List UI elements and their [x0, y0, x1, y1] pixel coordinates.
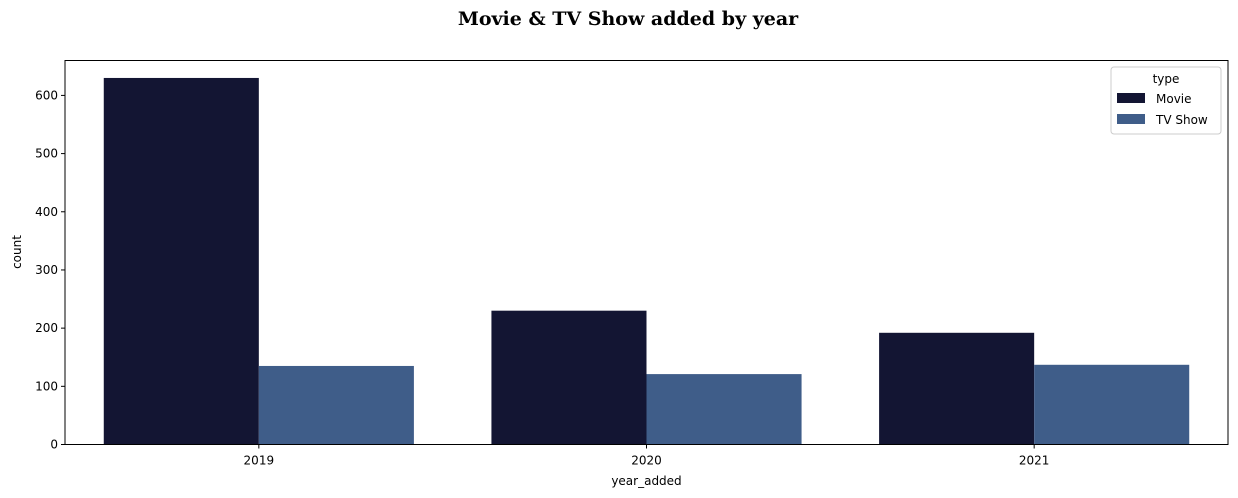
legend-swatch-tv-show — [1117, 114, 1145, 124]
bar-movie-2021 — [879, 332, 1035, 445]
x-tick-label: 2021 — [1019, 454, 1050, 468]
legend-label-tv-show: TV Show — [1155, 113, 1208, 127]
y-tick-label: 300 — [35, 263, 58, 277]
y-tick-label: 0 — [50, 438, 58, 452]
x-axis-label: year_added — [611, 474, 681, 488]
y-axis: 0 100 200 300 400 500 600 — [35, 88, 65, 452]
y-tick-label: 100 — [35, 379, 58, 393]
legend-swatch-movie — [1117, 93, 1145, 103]
x-tick-label: 2020 — [631, 454, 662, 468]
y-tick-label: 500 — [35, 147, 58, 161]
x-axis: 2019 2020 2021 — [244, 444, 1050, 468]
bar-tv-show-2019 — [258, 365, 414, 445]
legend: type Movie TV Show — [1110, 66, 1222, 135]
chart-title: Movie & TV Show added by year — [458, 8, 799, 30]
y-tick-label: 200 — [35, 321, 58, 335]
y-tick-label: 600 — [35, 88, 58, 102]
y-axis-label: count — [10, 235, 24, 269]
y-tick-label: 400 — [35, 205, 58, 219]
bar-movie-2019 — [103, 77, 259, 445]
bar-movie-2020 — [491, 310, 647, 445]
x-tick-label: 2019 — [244, 454, 275, 468]
bar-tv-show-2021 — [1034, 364, 1190, 445]
legend-label-movie: Movie — [1156, 92, 1192, 106]
bars-group — [103, 77, 1190, 445]
legend-title: type — [1153, 72, 1180, 86]
bar-tv-show-2020 — [646, 374, 802, 445]
